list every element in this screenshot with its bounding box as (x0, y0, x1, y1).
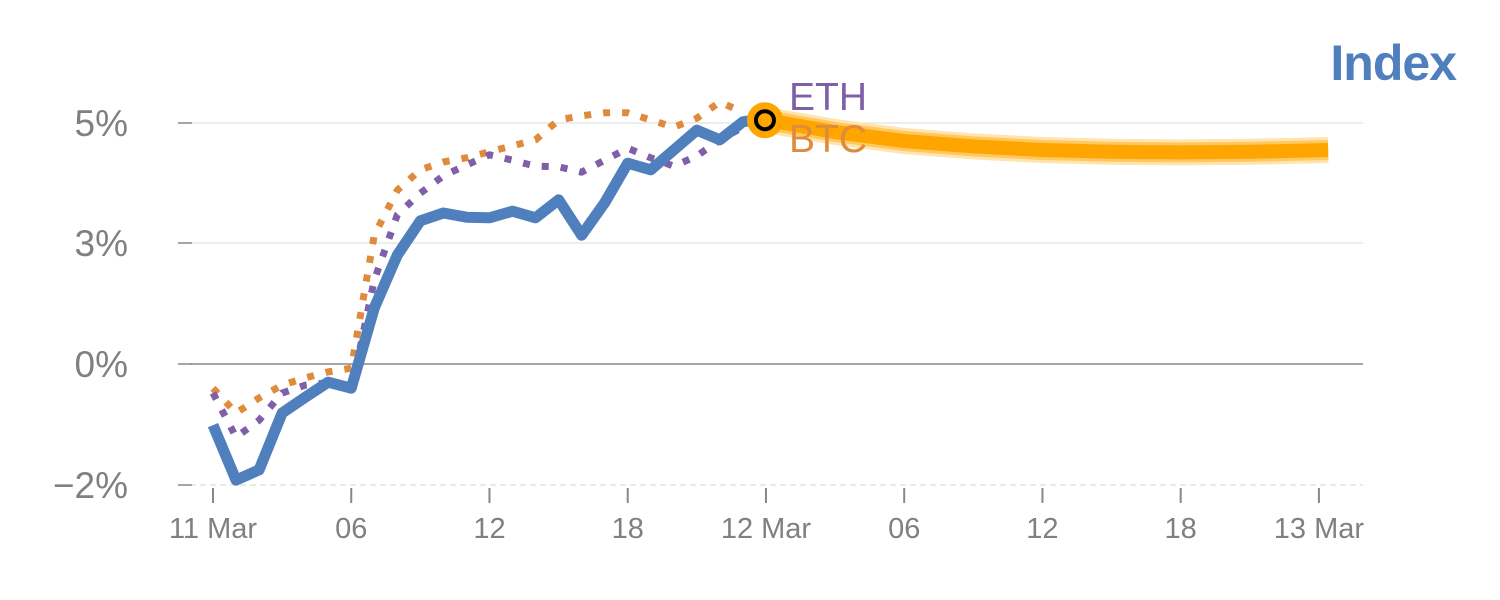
x-tick-label: 12 (473, 513, 505, 545)
x-tick-label: 06 (335, 513, 367, 545)
chart-title: Index (1330, 35, 1457, 91)
y-tick-label: 3% (75, 223, 128, 264)
current-point-ring (753, 109, 776, 132)
btc-line (210, 98, 745, 417)
x-tick-label: 13 Mar (1274, 513, 1365, 545)
current-point-marker (746, 102, 783, 139)
x-tick-label: 06 (888, 513, 920, 545)
x-tick-label: 11 Mar (169, 513, 257, 545)
y-tick-label: −2% (53, 465, 128, 506)
x-tick-label: 12 Mar (721, 513, 812, 545)
x-tick-label: 18 (1165, 513, 1197, 545)
x-tick-label: 18 (612, 513, 644, 545)
forecast-line (764, 113, 1329, 160)
y-tick-label: 5% (75, 103, 128, 144)
series-label-eth: ETH (789, 76, 867, 119)
x-tick-label: 12 (1026, 513, 1058, 545)
eth-line (209, 114, 768, 441)
series-label-btc: BTC (789, 118, 867, 161)
index-line (207, 112, 767, 486)
y-tick-label: 0% (75, 344, 128, 385)
